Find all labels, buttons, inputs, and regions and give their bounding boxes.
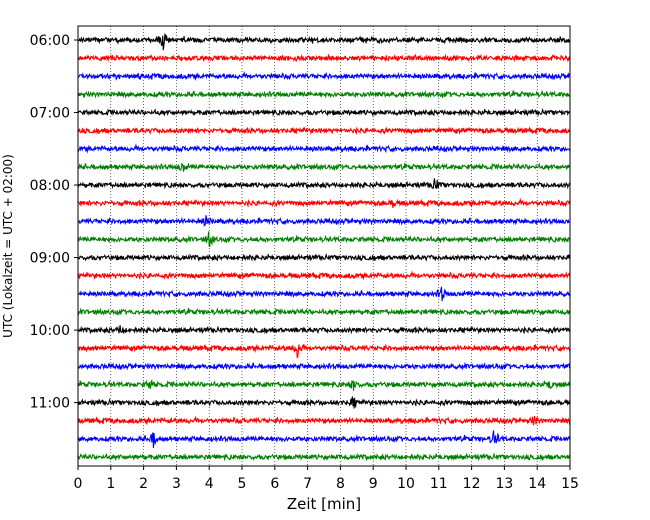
trace-row-0 [77,33,571,51]
seismogram-traces [77,33,571,462]
plot-frame [77,25,571,467]
x-tick-label: 6 [270,476,279,492]
plot-area [78,26,570,466]
trace-row-23 [77,452,571,462]
trace-row-14 [77,286,571,302]
trace-row-10 [77,215,571,227]
x-tick-label: 8 [336,476,345,492]
x-axis-title: Zeit [min] [287,495,361,513]
x-tick-label: 5 [238,476,247,492]
trace-row-16 [77,325,571,335]
trace-row-21 [77,415,571,426]
trace-row-1 [77,53,571,63]
y-axis-ticks: 06:00 07:00 08:00 09:00 10:00 11:00 [30,33,78,412]
y-axis-title: UTC (Lokalzeit = UTC + 02:00) [1,154,15,338]
trace-row-15 [77,307,571,317]
trace-row-20 [77,395,571,409]
y-tick-label: 06:00 [30,33,70,49]
y-tick-label: 07:00 [30,106,70,122]
trace-row-2 [77,70,571,82]
x-tick-label: 9 [369,476,378,492]
trace-row-17 [77,343,571,359]
x-tick-label: 1 [106,476,115,492]
x-axis-ticks: 0 1 2 3 4 5 6 7 8 9 10 11 12 13 14 15 [74,466,579,492]
x-tick-label: 12 [463,476,481,492]
trace-row-12 [77,252,571,262]
x-tick-label: 3 [172,476,181,492]
x-tick-label: 4 [205,476,214,492]
trace-row-6 [77,143,571,154]
vertical-grid [110,26,538,466]
trace-row-9 [77,197,571,208]
trace-row-3 [77,89,571,99]
x-tick-label: 10 [397,476,415,492]
trace-row-7 [77,162,571,172]
y-tick-label: 11:00 [30,396,70,412]
trace-row-11 [77,231,571,248]
x-tick-label: 2 [139,476,148,492]
trace-row-5 [77,126,571,136]
y-tick-label: 09:00 [30,251,70,267]
x-tick-label: 15 [561,476,579,492]
trace-row-8 [77,178,571,190]
y-tick-label: 08:00 [30,178,70,194]
trace-row-22 [77,430,571,448]
trace-row-18 [77,361,571,371]
x-tick-label: 0 [74,476,83,492]
y-tick-label: 10:00 [30,323,70,339]
x-tick-label: 13 [495,476,513,492]
x-tick-label: 14 [528,476,546,492]
trace-row-13 [77,270,571,281]
x-tick-label: 11 [430,476,448,492]
trace-row-19 [77,379,571,391]
trace-row-4 [77,107,571,117]
x-tick-label: 7 [303,476,312,492]
